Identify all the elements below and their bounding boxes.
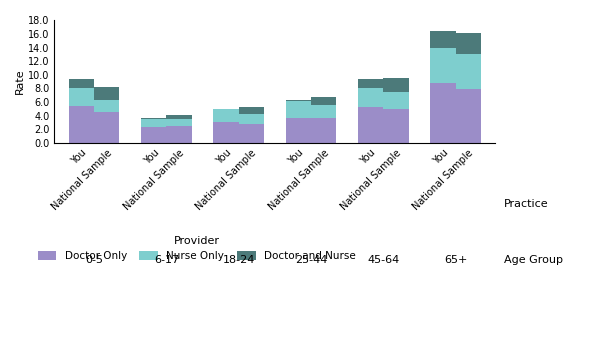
Bar (141, 127, 166, 143)
Bar (384, 92, 408, 109)
Bar (311, 118, 336, 143)
Bar (69, 79, 94, 88)
Bar (358, 79, 384, 88)
Bar (384, 109, 408, 143)
Bar (94, 87, 120, 100)
Bar (430, 48, 455, 83)
Bar (69, 106, 94, 143)
Y-axis label: Rate: Rate (15, 69, 25, 95)
Bar (94, 112, 120, 143)
Bar (213, 109, 239, 122)
Text: 45-64: 45-64 (367, 255, 399, 265)
Bar (239, 107, 264, 114)
Bar (286, 100, 311, 101)
Text: 6-17: 6-17 (154, 255, 179, 265)
Text: 0-5: 0-5 (85, 255, 103, 265)
Bar (239, 114, 264, 124)
Bar (384, 78, 408, 92)
Bar (213, 122, 239, 143)
Bar (455, 33, 481, 54)
Text: 25-44: 25-44 (295, 255, 327, 265)
Bar (166, 126, 191, 143)
Bar (286, 118, 311, 143)
Bar (286, 101, 311, 118)
Bar (141, 118, 166, 119)
Bar (69, 88, 94, 106)
Bar (141, 119, 166, 127)
Bar (166, 115, 191, 119)
Bar (430, 83, 455, 143)
Bar (239, 124, 264, 143)
Text: Age Group: Age Group (504, 255, 564, 265)
Bar (311, 97, 336, 105)
Bar (358, 107, 384, 143)
Bar (430, 31, 455, 48)
Bar (455, 89, 481, 143)
Text: 18-24: 18-24 (222, 255, 255, 265)
Bar (94, 100, 120, 112)
Bar (358, 88, 384, 107)
Text: 65+: 65+ (444, 255, 467, 265)
Bar (166, 119, 191, 126)
Bar (455, 54, 481, 89)
Bar (311, 105, 336, 118)
Text: Practice: Practice (504, 199, 549, 209)
Legend: Doctor Only, Nurse Only, Doctor and Nurse: Doctor Only, Nurse Only, Doctor and Nurs… (37, 236, 356, 261)
